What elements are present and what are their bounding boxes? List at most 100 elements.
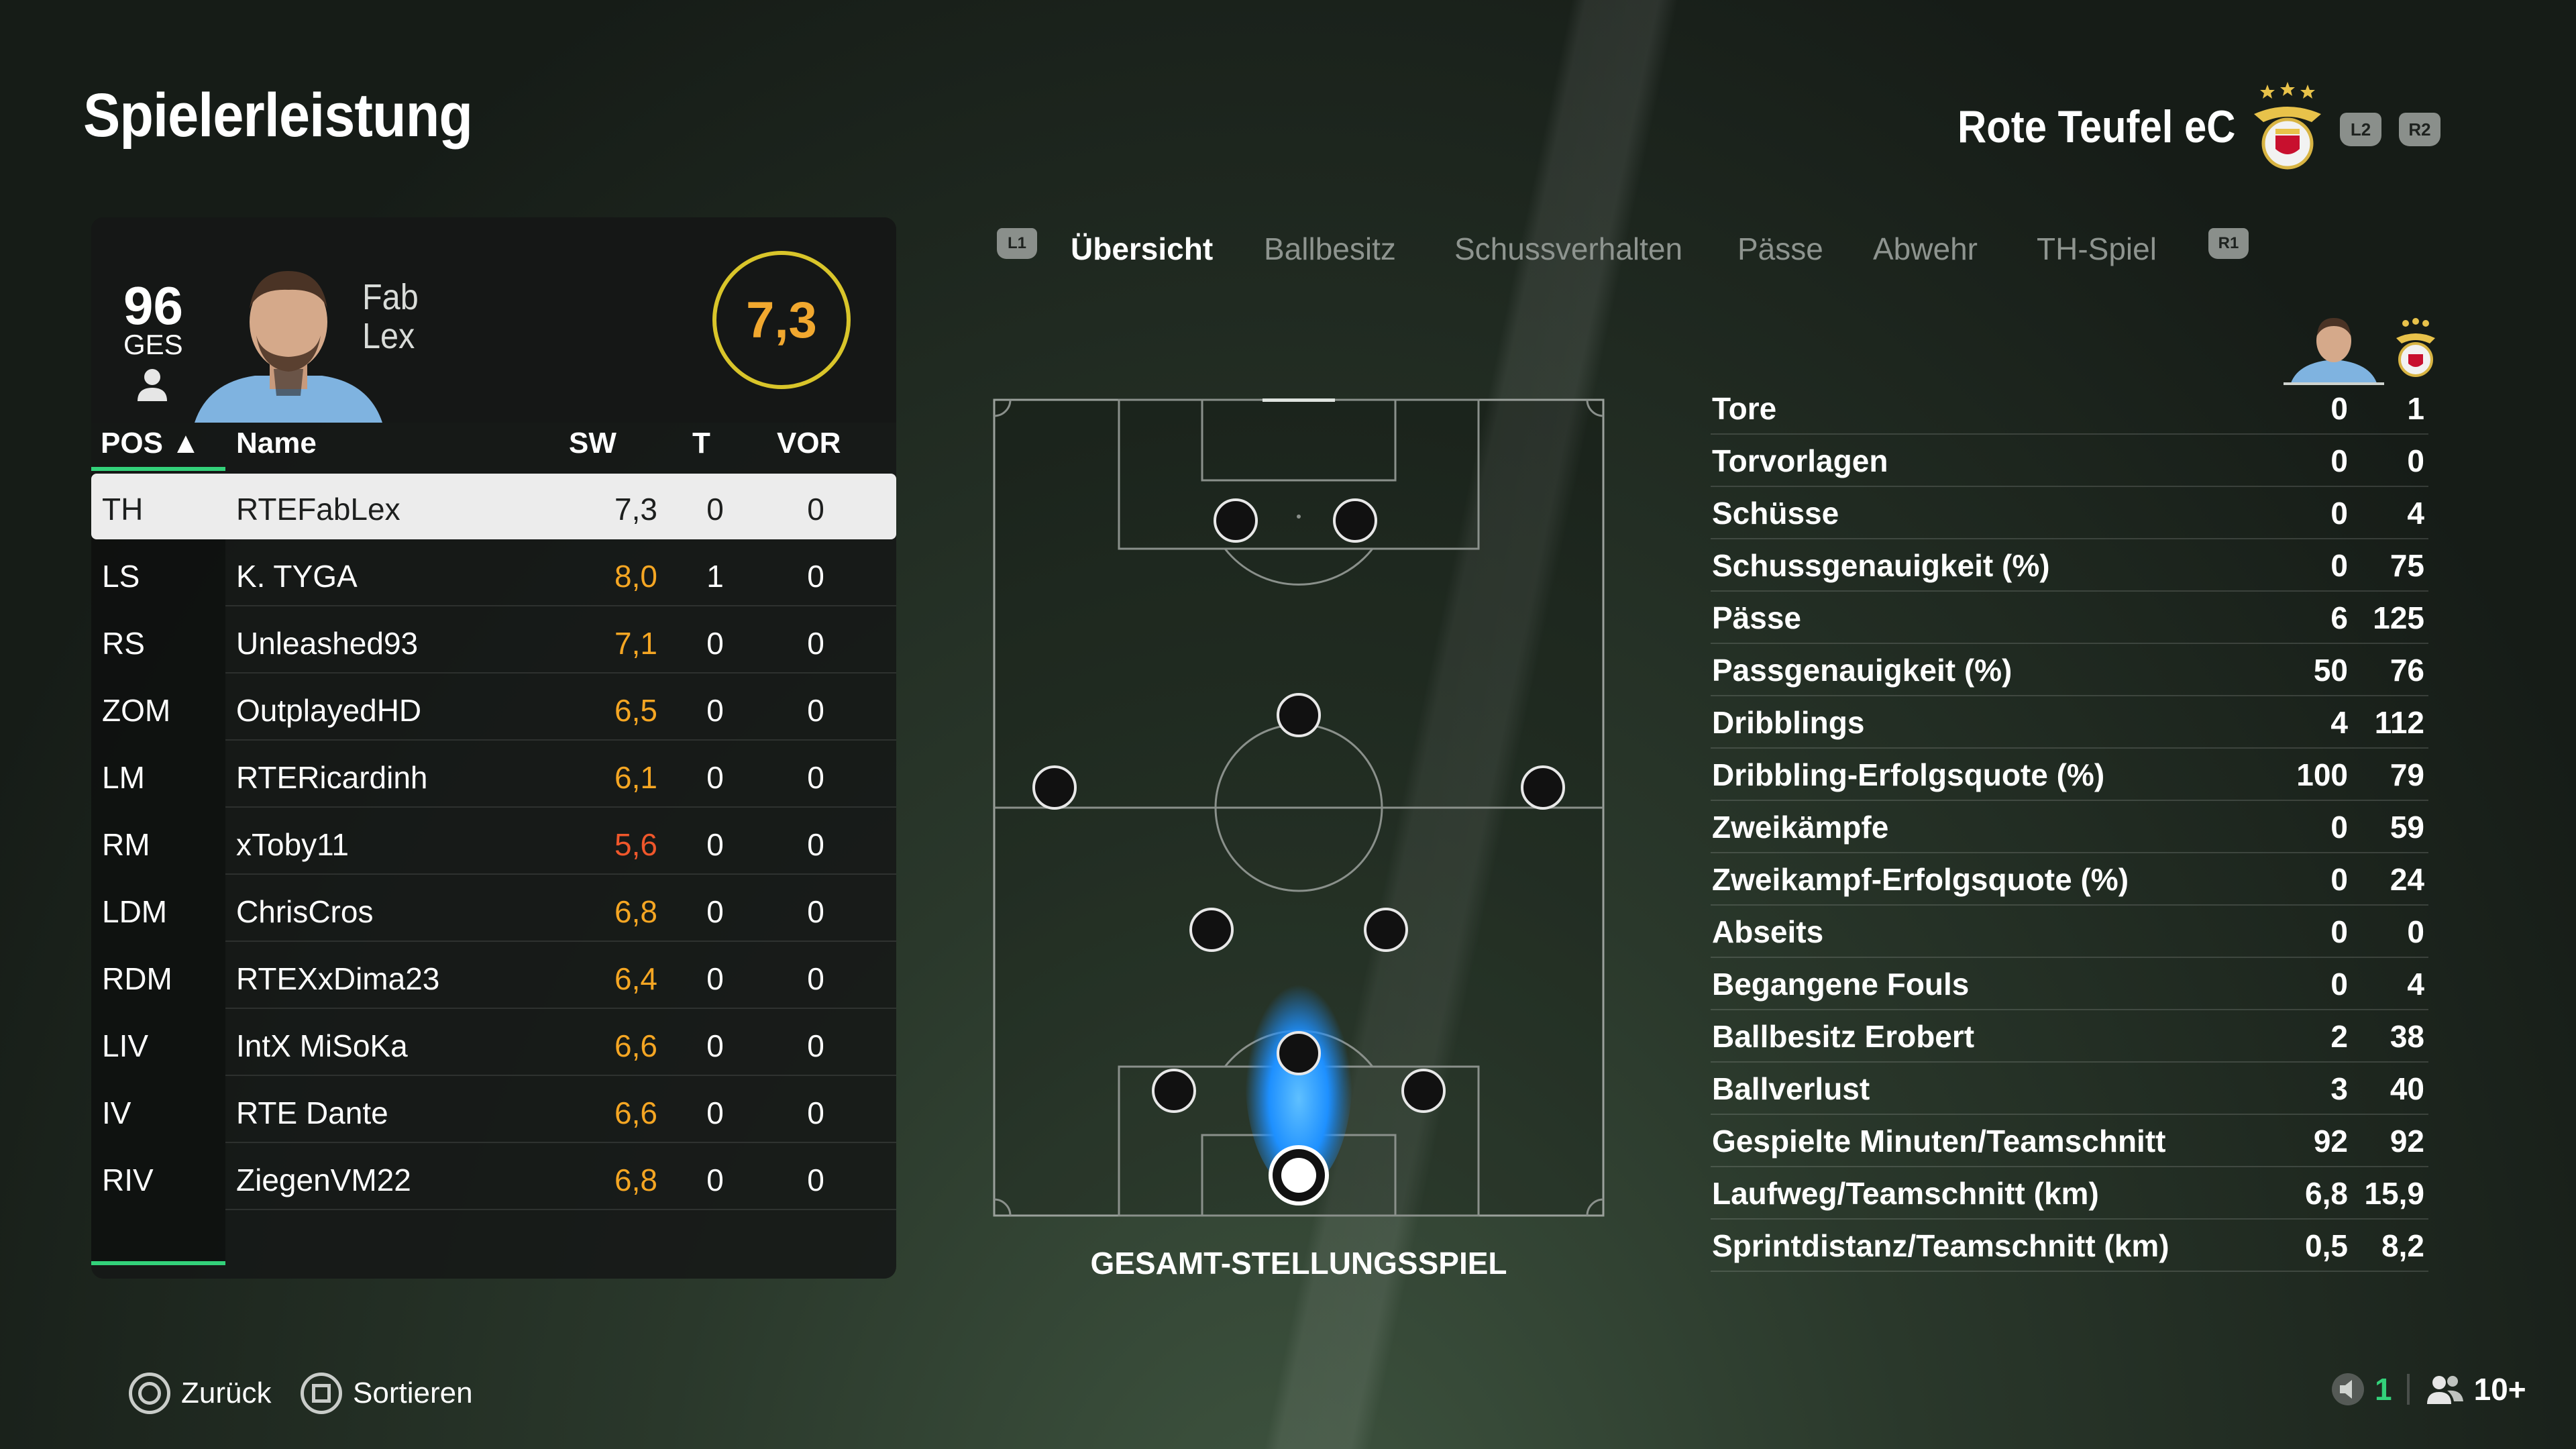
row-rating: 5,6 xyxy=(614,827,657,862)
voice-count: 1 xyxy=(2375,1372,2392,1407)
stat-team-value: 24 xyxy=(2390,862,2424,897)
stat-label: Laufweg/Teamschnitt (km) xyxy=(1712,1176,2099,1211)
row-goals: 0 xyxy=(706,626,724,661)
row-rating: 8,0 xyxy=(614,559,657,594)
tab-th-spiel[interactable]: TH-Spiel xyxy=(2037,231,2157,266)
stat-label: Pässe xyxy=(1712,600,1802,635)
header-name[interactable]: Name xyxy=(236,427,317,460)
table-row[interactable]: LM RTERicardinh 6,1 0 0 xyxy=(91,742,896,808)
stat-row: Schussgenauigkeit (%) 0 75 xyxy=(1711,539,2428,592)
sort-label: Sortieren xyxy=(353,1377,473,1409)
row-assists: 0 xyxy=(807,693,824,728)
stat-label: Zweikampf-Erfolgsquote (%) xyxy=(1712,862,2129,897)
row-position: LDM xyxy=(102,894,168,929)
person-icon xyxy=(138,369,167,401)
player-first-name: Fab xyxy=(362,277,419,317)
stat-player-value: 0 xyxy=(2330,391,2348,426)
row-assists: 0 xyxy=(807,1028,824,1063)
table-row[interactable]: RS Unleashed93 7,1 0 0 xyxy=(91,608,896,674)
stat-row: Torvorlagen 0 0 xyxy=(1711,435,2428,487)
l2-button[interactable]: L2 xyxy=(2340,113,2381,146)
table-row[interactable]: ZOM OutplayedHD 6,5 0 0 xyxy=(91,675,896,741)
stat-player-value: 3 xyxy=(2330,1071,2348,1106)
row-position: LS xyxy=(102,559,140,594)
stat-row: Tore 0 1 xyxy=(1711,382,2428,435)
back-button[interactable]: Zurück xyxy=(129,1373,271,1414)
party-count: 10+ xyxy=(2473,1372,2526,1407)
stat-player-value: 0 xyxy=(2330,548,2348,583)
row-goals: 0 xyxy=(706,827,724,862)
row-rating: 7,3 xyxy=(614,492,657,527)
stat-label: Schüsse xyxy=(1712,496,1839,531)
stat-row: Gespielte Minuten/Teamschnitt 92 92 xyxy=(1711,1115,2428,1167)
sort-indicator xyxy=(91,467,225,471)
table-row[interactable]: LDM ChrisCros 6,8 0 0 xyxy=(91,876,896,942)
r1-button[interactable]: R1 xyxy=(2208,228,2249,259)
row-assists: 0 xyxy=(807,492,824,527)
header-vor[interactable]: VOR xyxy=(777,427,841,460)
row-assists: 0 xyxy=(807,894,824,929)
stat-label: Dribbling-Erfolgsquote (%) xyxy=(1712,757,2105,792)
row-goals: 0 xyxy=(706,961,724,996)
stat-player-value: 0 xyxy=(2330,496,2348,531)
row-player-name: OutplayedHD xyxy=(236,693,422,728)
r2-button[interactable]: R2 xyxy=(2399,113,2440,146)
header-sw[interactable]: SW xyxy=(569,427,616,460)
table-row[interactable]: IV RTE Dante 6,6 0 0 xyxy=(91,1077,896,1143)
table-row[interactable]: LIV IntX MiSoKa 6,6 0 0 xyxy=(91,1010,896,1076)
tab-abwehr[interactable]: Abwehr xyxy=(1873,231,1978,266)
stat-label: Gespielte Minuten/Teamschnitt xyxy=(1712,1124,2166,1159)
stat-player-value: 0 xyxy=(2330,810,2348,845)
stat-team-value: 8,2 xyxy=(2381,1228,2424,1263)
stat-team-value: 1 xyxy=(2407,391,2424,426)
team-column-icon xyxy=(2396,318,2435,377)
stat-team-value: 79 xyxy=(2390,757,2424,792)
row-goals: 0 xyxy=(706,492,724,527)
stat-team-value: 92 xyxy=(2390,1124,2424,1159)
stat-player-value: 50 xyxy=(2313,653,2348,688)
row-player-name: IntX MiSoKa xyxy=(236,1028,408,1063)
row-player-name: RTERicardinh xyxy=(236,760,428,795)
row-assists: 0 xyxy=(807,961,824,996)
stat-player-value: 0 xyxy=(2330,862,2348,897)
table-row[interactable]: LS K. TYGA 8,0 1 0 xyxy=(91,541,896,606)
row-position: RS xyxy=(102,626,145,661)
table-row[interactable]: RDM RTEXxDima23 6,4 0 0 xyxy=(91,943,896,1009)
stat-row: Sprintdistanz/Teamschnitt (km) 0,5 8,2 xyxy=(1711,1220,2428,1272)
player-portrait xyxy=(195,271,382,423)
page-title: Spielerleistung xyxy=(83,81,473,150)
row-position: LM xyxy=(102,760,145,795)
stat-team-value: 76 xyxy=(2390,653,2424,688)
overall-rating: 96 xyxy=(123,276,183,335)
player-column-icon xyxy=(2284,318,2384,385)
stat-player-value: 6,8 xyxy=(2305,1176,2348,1211)
tab-ballbesitz[interactable]: Ballbesitz xyxy=(1264,231,1396,266)
overall-label: GES xyxy=(123,329,183,360)
l1-button[interactable]: L1 xyxy=(997,228,1037,259)
stat-row: Abseits 0 0 xyxy=(1711,906,2428,958)
table-row[interactable]: RIV ZiegenVM22 6,8 0 0 xyxy=(91,1144,896,1210)
tab-schussverhalten[interactable]: Schussverhalten xyxy=(1454,231,1683,266)
stat-player-value: 92 xyxy=(2313,1124,2348,1159)
stat-player-value: 2 xyxy=(2330,1019,2348,1054)
stat-player-value: 0 xyxy=(2330,967,2348,1002)
team-crest-icon xyxy=(2254,82,2321,170)
table-row[interactable]: RM xToby11 5,6 0 0 xyxy=(91,809,896,875)
tab-uebersicht[interactable]: Übersicht xyxy=(1071,231,1214,266)
stat-team-value: 40 xyxy=(2390,1071,2424,1106)
stat-row: Pässe 6 125 xyxy=(1711,592,2428,644)
table-row[interactable]: TH RTEFabLex 7,3 0 0 xyxy=(91,474,896,539)
header-t[interactable]: T xyxy=(692,427,710,460)
row-rating: 6,5 xyxy=(614,693,657,728)
speaker-icon xyxy=(2332,1373,2364,1405)
stat-team-value: 0 xyxy=(2407,914,2424,949)
stat-team-value: 59 xyxy=(2390,810,2424,845)
stat-label: Ballbesitz Erobert xyxy=(1712,1019,1975,1054)
stat-label: Torvorlagen xyxy=(1712,443,1888,478)
player-last-name: Lex xyxy=(362,316,415,356)
sort-button[interactable]: Sortieren xyxy=(301,1373,473,1414)
header-pos[interactable]: POS ▲ xyxy=(101,427,201,460)
row-goals: 0 xyxy=(706,1028,724,1063)
stat-team-value: 75 xyxy=(2390,548,2424,583)
tab-paesse[interactable]: Pässe xyxy=(1737,231,1823,266)
